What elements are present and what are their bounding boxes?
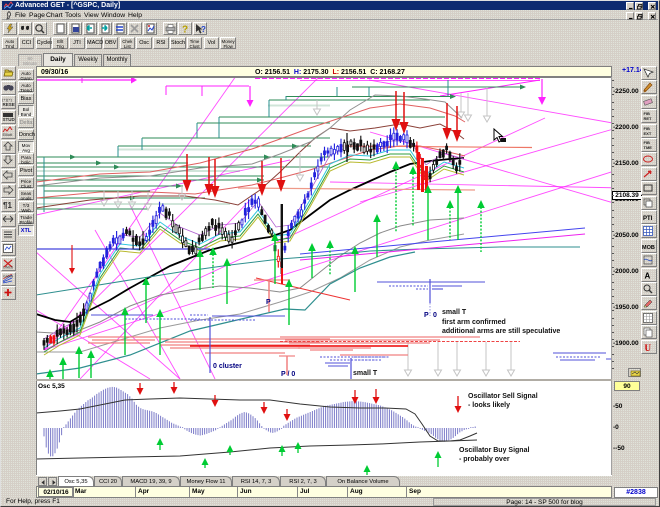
svg-text:Oscillator Buy Signal: Oscillator Buy Signal xyxy=(459,447,529,454)
svg-text:MOB: MOB xyxy=(642,245,655,251)
svg-text:FIB: FIB xyxy=(644,126,651,131)
svg-text:PTI: PTI xyxy=(643,216,653,222)
svg-text:¶1: ¶1 xyxy=(3,201,12,210)
svg-text:RET: RET xyxy=(644,116,653,121)
svg-text:FIB: FIB xyxy=(644,111,651,116)
svg-text:LINES: LINES xyxy=(3,266,14,270)
svg-text:additional arms are still spec: additional arms are still speculative xyxy=(442,328,560,335)
svg-text:RESET: RESET xyxy=(3,102,16,107)
svg-text:first arm confirmed: first arm confirmed xyxy=(442,319,506,326)
svg-text:small T: small T xyxy=(353,370,378,377)
svg-text:0: 0 xyxy=(433,312,437,319)
svg-text:?: ? xyxy=(182,25,188,35)
svg-text:- probably over: - probably over xyxy=(459,456,510,463)
svg-text:P: P xyxy=(424,312,429,319)
svg-text:TME: TME xyxy=(644,145,653,150)
svg-text:?: ? xyxy=(201,25,206,34)
svg-text:Osc 5,35: Osc 5,35 xyxy=(38,383,65,390)
svg-text:(+)(+): (+)(+) xyxy=(2,97,13,102)
svg-text:U: U xyxy=(645,343,652,353)
svg-text:- looks likely: - looks likely xyxy=(468,402,510,409)
svg-text:GANN: GANN xyxy=(3,275,14,279)
svg-text:STUDY: STUDY xyxy=(3,117,16,122)
svg-text:0 cluster: 0 cluster xyxy=(213,363,242,370)
svg-text:P: P xyxy=(266,299,271,306)
svg-text:Oscillator Sell Signal: Oscillator Sell Signal xyxy=(468,393,538,400)
svg-text:EXT: EXT xyxy=(644,131,652,136)
svg-text:Elliott: Elliott xyxy=(3,132,14,137)
svg-text:P / 0: P / 0 xyxy=(281,371,295,378)
svg-text:A: A xyxy=(645,272,651,281)
svg-text:small T: small T xyxy=(442,309,467,316)
svg-text:FIB: FIB xyxy=(644,140,651,145)
